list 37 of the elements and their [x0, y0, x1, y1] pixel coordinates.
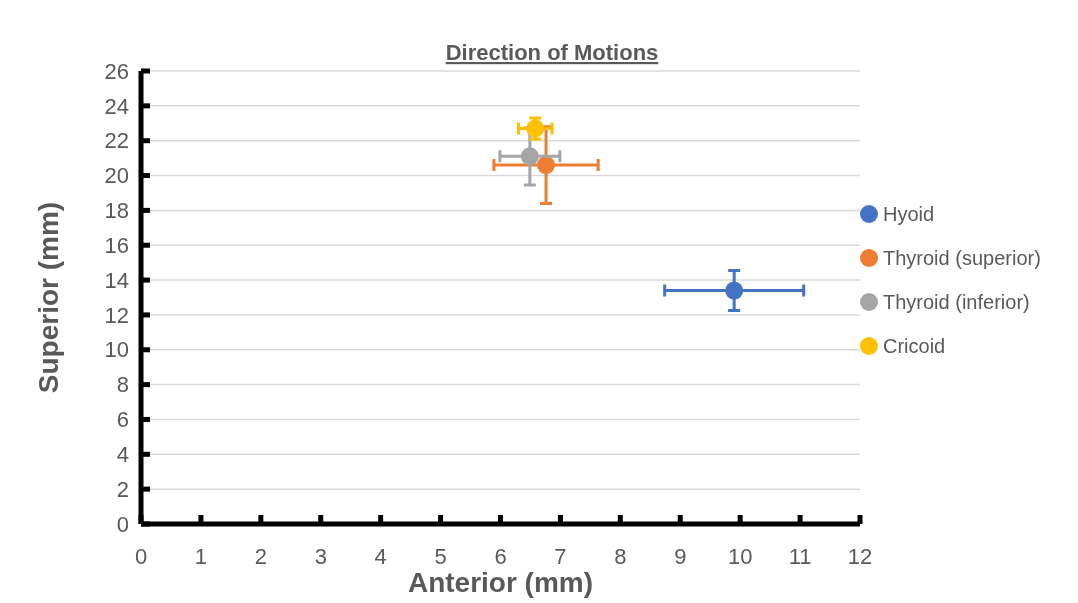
x-axis-title: Anterior (mm)	[407, 567, 594, 598]
point	[537, 156, 556, 175]
y-tick-label: 10	[104, 337, 129, 363]
x-tick-label: 12	[847, 544, 873, 569]
x-tick-label: 10	[727, 544, 753, 569]
x-tick-label: 11	[788, 544, 812, 569]
y-tick-label: 18	[104, 198, 129, 224]
point	[520, 147, 539, 166]
x-tick-label: 6	[494, 544, 507, 569]
x-tick-label: 2	[254, 544, 267, 569]
point	[725, 281, 744, 300]
y-tick-label: 4	[116, 442, 129, 468]
y-tick-label: 8	[116, 372, 129, 398]
chart-title: Direction of Motions	[445, 40, 659, 65]
y-tick-label: 16	[104, 232, 129, 258]
legend-label: Hyoid	[883, 203, 935, 225]
y-axis-title: Superior (mm)	[33, 201, 64, 394]
x-tick-label: 4	[374, 544, 387, 569]
y-tick-label: 12	[104, 302, 129, 328]
x-tick-label: 5	[434, 544, 447, 569]
legend-label: Thyroid (inferior)	[883, 291, 1030, 313]
y-tick-label: 2	[116, 476, 129, 502]
x-tick-label: 1	[194, 544, 208, 569]
x-tick-label: 7	[554, 544, 567, 569]
y-tick-label: 24	[104, 93, 129, 119]
legend-label: Thyroid (superior)	[883, 247, 1041, 269]
x-tick-label: 3	[314, 544, 327, 569]
y-tick-label: 20	[104, 163, 129, 189]
x-tick-label: 9	[674, 544, 687, 569]
x-tick-label: 8	[614, 544, 627, 569]
y-tick-label: 0	[116, 511, 129, 537]
y-tick-label: 22	[104, 128, 129, 154]
legend-label: Cricoid	[883, 335, 946, 357]
x-tick-label: 0	[134, 544, 148, 569]
y-tick-label: 26	[104, 58, 129, 84]
y-tick-label: 14	[104, 267, 129, 293]
y-tick-label: 6	[116, 407, 129, 433]
